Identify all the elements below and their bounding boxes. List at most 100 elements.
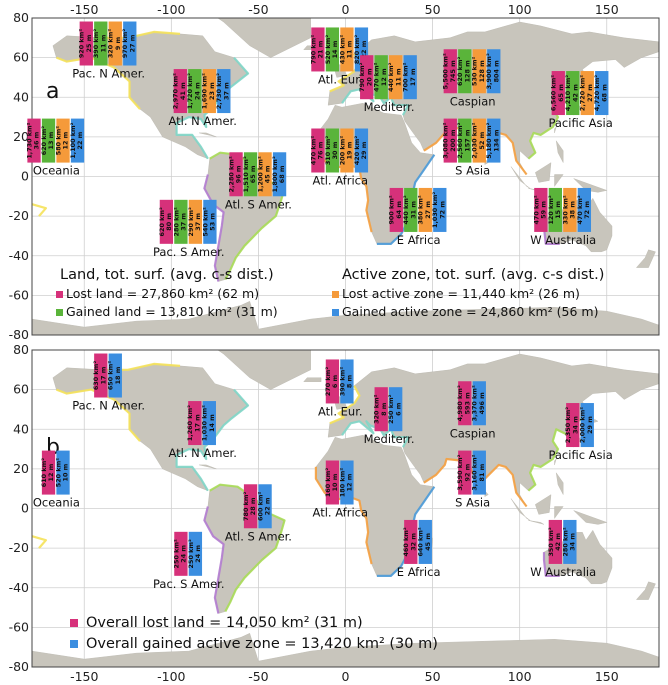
bar-area-label: 2,560 km² — [456, 122, 464, 158]
bar-lost-active — [389, 55, 403, 100]
region-name: Mediterr. — [364, 100, 415, 114]
legend: Land, tot. surf. (avg. c-s dist.) Active … — [56, 267, 604, 319]
bar-area-label: 470 km² — [373, 62, 381, 91]
region-name: Mediterr. — [364, 432, 415, 446]
region-name: Pac. N Amer. — [72, 67, 145, 81]
bar-distance-label: 128 m — [463, 60, 471, 83]
region-name: Caspian — [450, 94, 496, 108]
bar-gained-land — [404, 187, 418, 232]
y-tick-label: -60 — [9, 619, 29, 634]
bar-distance-label: 65 m — [249, 165, 257, 183]
bar-area-label: 2,030 km² — [471, 122, 479, 158]
bar-lost-land — [243, 484, 258, 529]
bar-lost-active — [202, 69, 216, 114]
x-tick-label: -150 — [70, 669, 98, 684]
y-tick-label: 80 — [13, 342, 29, 357]
bar-gained-land — [458, 49, 472, 94]
bar-lost-land — [404, 519, 418, 564]
y-tick-label: 40 — [13, 89, 29, 104]
bar-distance-label: 12 m — [380, 68, 388, 86]
bar-distance-label: 11 m — [394, 68, 402, 86]
region-name: Atl. S Amer. — [225, 197, 292, 211]
landmass — [556, 140, 564, 163]
landmass — [510, 166, 531, 189]
coastline-segment — [209, 483, 286, 613]
bar-gained-active — [487, 49, 501, 94]
region-group: 620 km² 80 m 280 km² 37 m 290 km² 37 m 540 km²… — [153, 199, 225, 259]
bar-lost-land — [311, 128, 325, 173]
landmass — [573, 178, 608, 193]
bar-gained-active — [108, 353, 122, 398]
bar-area-label: 5,180 km² — [485, 122, 493, 158]
coastline-segment — [56, 56, 141, 110]
bar-area-label: 2,970 km² — [172, 73, 180, 109]
bar-distance-label: 17 m — [99, 366, 107, 384]
landmass — [554, 506, 564, 520]
bar-area-label: 530 km² — [471, 56, 479, 85]
axes-frame — [31, 349, 660, 668]
bar-gained-active — [595, 71, 609, 116]
legend-label: Lost land = 27,860 km² (62 m) — [66, 286, 259, 301]
bar-distance-label: 72 m — [583, 201, 591, 219]
bar-area-label: 310 km² — [324, 136, 332, 165]
bar-lost-land — [311, 27, 325, 72]
region-name: Atl. N Amer. — [168, 114, 236, 128]
region-name: W Australia — [530, 233, 596, 247]
bar-gained-active — [389, 387, 403, 432]
bar-distance-label: 14 m — [331, 40, 339, 58]
bar-gained-active — [70, 118, 85, 163]
region-group: 790 km² 21 m 520 km² 14 m 430 km² 11 m 820 km²… — [309, 27, 369, 86]
region-group: 1,730 km² 36 m 620 km² 13 m 580 km² 12 m 1,100… — [25, 118, 85, 178]
legend-swatch — [332, 291, 339, 298]
bar-lost-land — [389, 187, 403, 232]
legend-label: Lost active zone = 11,440 km² (26 m) — [342, 286, 580, 301]
landmasses — [32, 350, 659, 667]
bar-lost-active — [258, 152, 272, 197]
bar-distance-label: 52 m — [478, 131, 486, 149]
region-group: 610 km² 12 m 520 km² 10 m Oceania — [33, 450, 80, 510]
bar-area-label: 650 km² — [107, 361, 115, 390]
landmass — [635, 249, 656, 268]
bar-distance-label: 96 m — [235, 165, 243, 183]
legend-title-land: Land, tot. surf. (avg. c-s dist.) — [60, 267, 274, 283]
y-tick-label: 20 — [13, 461, 29, 476]
bar-area-label: 280 km² — [561, 527, 569, 556]
bar-area-label: 900 km² — [388, 195, 396, 224]
x-tick-label: 50 — [425, 2, 441, 17]
bar-area-label: 2,350 km² — [564, 407, 572, 443]
bar-area-label: 390 km² — [338, 367, 346, 396]
bar-area-label: 380 km² — [417, 195, 425, 224]
landmass — [535, 494, 552, 515]
bar-area-label: 3,900 km² — [485, 53, 493, 89]
region-name: Pac. S Amer. — [153, 577, 225, 591]
x-tick-label: -50 — [248, 2, 268, 17]
bar-area-label: 1,730 km² — [25, 122, 33, 158]
bar-distance-label: 68 m — [278, 165, 286, 183]
bar-area-label: 470 km² — [309, 136, 317, 165]
bar-distance-label: 72 m — [438, 201, 446, 219]
bar-gained-active — [202, 401, 216, 446]
landmass — [199, 132, 217, 138]
landmass — [32, 301, 659, 335]
bar-lost-land — [94, 353, 108, 398]
bar-distance-label: 128 m — [478, 60, 486, 83]
axes-frame — [31, 17, 660, 336]
bar-distance-label: 42 m — [554, 533, 562, 551]
bar-distance-label: 45 m — [264, 165, 272, 183]
bar-gained-active — [487, 118, 501, 163]
bar-area-label: 580 km² — [54, 126, 62, 155]
bar-distance-label: 81 m — [478, 463, 486, 481]
landmass — [303, 377, 322, 382]
legend-swatch — [56, 309, 63, 316]
y-tick-label: 80 — [13, 10, 29, 25]
y-tick-label: 60 — [13, 382, 29, 397]
bar-distance-label: 38 m — [569, 201, 577, 219]
region-group: 470 km² 59 m 120 km² 15 m 330 km² 38 m 470 km²… — [530, 187, 596, 247]
bar-lost-land — [443, 49, 457, 94]
bar-gained-active — [472, 381, 486, 426]
bar-area-label: 920 km² — [78, 29, 86, 58]
bar-area-label: 2,280 km² — [228, 156, 236, 192]
landmass — [510, 498, 531, 521]
bar-area-label: 420 km² — [353, 136, 361, 165]
